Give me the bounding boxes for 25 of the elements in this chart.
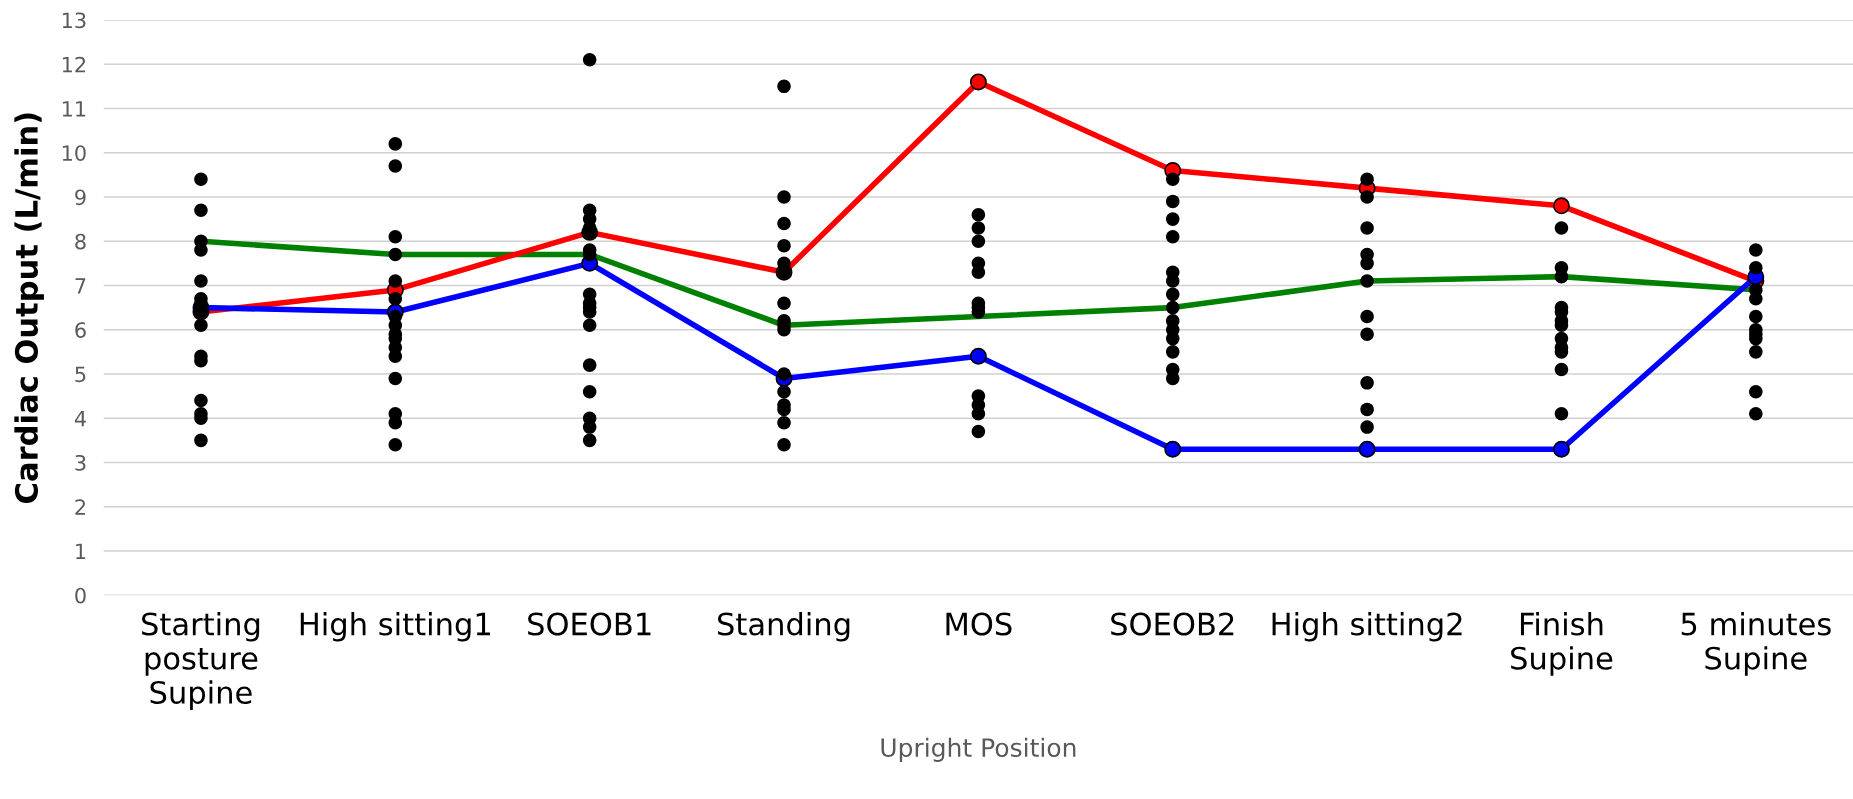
y-tick-label: 3 [75, 454, 86, 471]
x-tick-label: Finish Supine [1511, 611, 1613, 676]
x-tick-label: Starting posture Supine [142, 611, 260, 710]
x-axis-title: Upright Position [881, 737, 1076, 762]
x-tick-label: 5 minutes Supine [1681, 611, 1831, 676]
y-tick-label: 7 [75, 278, 86, 294]
y-tick-label: 4 [74, 410, 86, 427]
x-tick-label: SOEOB2 [1111, 612, 1234, 636]
x-tick-label: Standing [717, 611, 850, 642]
y-tick-label: 8 [75, 233, 86, 250]
y-tick-label: 10 [62, 145, 86, 161]
y-tick-label: 6 [75, 322, 86, 338]
y-tick-label: 1 [76, 543, 86, 559]
y-tick-label: 13 [62, 12, 86, 29]
y-tick-label: 9 [75, 189, 86, 206]
y-axis-title: Cardiac Output (L/min) [14, 113, 44, 503]
y-tick-label: 0 [75, 587, 86, 604]
x-tick-label: High sitting2 [1272, 611, 1462, 642]
y-tick-label: 12 [62, 56, 86, 73]
x-tick-label: MOS [946, 612, 1012, 636]
x-tick-label: High sitting1 [300, 611, 490, 642]
x-tick-label: SOEOB1 [528, 612, 651, 636]
y-tick-label: 11 [62, 101, 86, 117]
y-tick-label: 2 [75, 499, 86, 515]
y-tick-label: 5 [75, 366, 86, 383]
